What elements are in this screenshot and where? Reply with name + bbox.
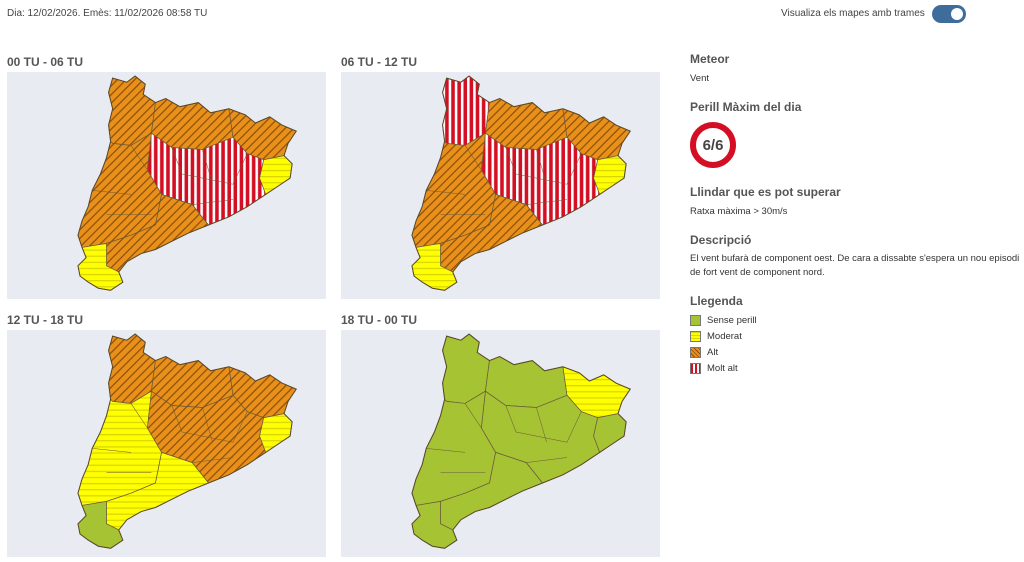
threshold-heading: Llindar que es pot superar	[690, 185, 841, 199]
top-bar: Dia: 12/02/2026. Emès: 11/02/2026 08:58 …	[0, 0, 1024, 30]
catalonia-map-1	[77, 75, 298, 291]
catalonia-map-3	[77, 333, 298, 549]
map-panel-2[interactable]	[341, 72, 660, 299]
map-title-1: 00 TU - 06 TU	[7, 55, 84, 69]
map-panel-3[interactable]	[7, 330, 326, 557]
meteor-value: Vent	[690, 73, 710, 84]
catalonia-map-2	[411, 75, 632, 291]
map-panel-4[interactable]	[341, 330, 660, 557]
catalonia-outline	[77, 75, 298, 291]
legend-swatch-red	[690, 362, 701, 374]
region-east	[259, 413, 293, 453]
toggle-knob	[951, 8, 963, 20]
legend-label: Alt	[707, 346, 719, 358]
patterns-toggle[interactable]	[932, 5, 966, 23]
danger-heading: Perill Màxim del dia	[690, 100, 802, 114]
legend-swatch-green	[690, 314, 701, 326]
map-panel-1[interactable]	[7, 72, 326, 299]
legend-item: Moderat	[690, 328, 1020, 344]
toggle-label: Visualiza els mapes amb trames	[781, 8, 925, 19]
date-text: Dia: 12/02/2026. Emès: 11/02/2026 08:58 …	[7, 8, 208, 19]
legend: Sense perill Moderat Alt Molt alt	[690, 312, 1020, 376]
danger-level-value: 6/6	[702, 136, 724, 154]
legend-label: Moderat	[707, 330, 742, 342]
catalonia-outline	[411, 333, 632, 549]
map-title-3: 12 TU - 18 TU	[7, 313, 84, 327]
catalonia-map-4	[411, 333, 632, 549]
danger-level-badge: 6/6	[690, 122, 736, 168]
legend-label: Molt alt	[707, 362, 738, 374]
info-sidebar: Meteor Vent Perill Màxim del dia 6/6 Lli…	[690, 52, 1020, 376]
legend-swatch-orange	[690, 346, 701, 358]
map-title-4: 18 TU - 00 TU	[341, 313, 418, 327]
region-east	[259, 155, 293, 195]
legend-item: Molt alt	[690, 360, 1020, 376]
map-title-2: 06 TU - 12 TU	[341, 55, 418, 69]
description-heading: Descripció	[690, 233, 752, 247]
catalonia-outline	[77, 333, 298, 549]
region-east	[593, 155, 627, 195]
meteor-heading: Meteor	[690, 52, 730, 66]
legend-swatch-yellow	[690, 330, 701, 342]
legend-heading: Llegenda	[690, 294, 743, 308]
legend-item: Alt	[690, 344, 1020, 360]
region-east	[593, 413, 627, 453]
catalonia-outline	[411, 75, 632, 291]
threshold-value: Ratxa màxima > 30m/s	[690, 206, 788, 217]
legend-label: Sense perill	[707, 314, 757, 326]
legend-item: Sense perill	[690, 312, 1020, 328]
description-text: El vent bufarà de component oest. De car…	[690, 253, 1020, 278]
